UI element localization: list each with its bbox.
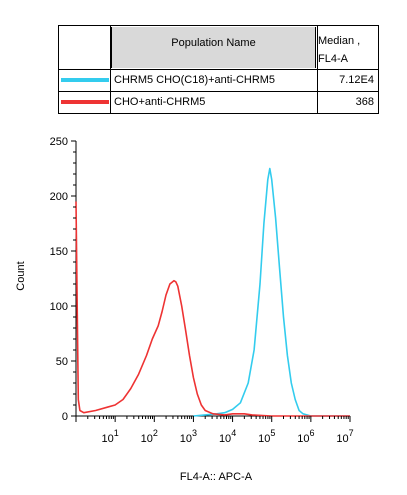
series-line-chrm5-cho — [193, 167, 350, 417]
legend-row-value: 368 — [355, 96, 374, 108]
legend-header-median-line2: FL4-A — [318, 53, 348, 65]
x-tick-label: 101 — [102, 428, 119, 445]
x-tick-label: 103 — [180, 428, 197, 445]
x-tick-label: 107 — [336, 428, 353, 445]
x-tick-base: 10 — [102, 433, 114, 445]
legend-row-name: CHRM5 CHO(C18)+anti-CHRM5 — [114, 74, 276, 86]
x-tick-label: 104 — [219, 428, 236, 445]
legend-table: Population Name Median , FL4-A CHRM5 CHO… — [58, 25, 379, 114]
y-tick-label: 250 — [50, 136, 68, 148]
x-tick-exponent: 2 — [153, 428, 158, 438]
x-tick-base: 10 — [141, 433, 153, 445]
legend-header-population: Population Name — [111, 27, 316, 68]
x-tick-exponent: 6 — [309, 428, 314, 438]
y-tick-label: 0 — [62, 411, 68, 423]
x-tick-label: 106 — [297, 428, 314, 445]
y-tick-label: 100 — [50, 301, 68, 313]
y-axis-title: Count — [15, 261, 27, 290]
x-tick-base: 10 — [219, 433, 231, 445]
x-tick-base: 10 — [297, 433, 309, 445]
y-tick-label: 50 — [56, 356, 68, 368]
y-tick-label: 200 — [50, 191, 68, 203]
x-tick-base: 10 — [258, 433, 270, 445]
y-tick-label: 150 — [50, 246, 68, 258]
x-axis-title: FL4-A:: APC-A — [180, 471, 253, 483]
legend-header-median: Median , FL4-A — [318, 32, 378, 68]
x-tick-exponent: 7 — [349, 428, 354, 438]
x-tick-base: 10 — [180, 433, 192, 445]
series-line-cho — [75, 201, 350, 417]
legend-swatch-red — [61, 100, 109, 104]
legend-swatch-cyan — [61, 78, 109, 82]
legend-header-population-text: Population Name — [171, 37, 256, 49]
legend-row-value: 7.12E4 — [339, 74, 374, 86]
legend-row-separator — [59, 69, 378, 70]
x-tick-label: 102 — [141, 428, 158, 445]
legend-row-separator — [59, 91, 378, 92]
x-tick-exponent: 3 — [192, 428, 197, 438]
plot-axes — [75, 141, 350, 417]
x-tick-exponent: 5 — [270, 428, 275, 438]
x-tick-exponent: 1 — [114, 428, 119, 438]
x-tick-label: 105 — [258, 428, 275, 445]
legend-header-median-line1: Median , — [318, 35, 361, 47]
plot-series — [75, 167, 350, 417]
x-tick-exponent: 4 — [231, 428, 236, 438]
x-tick-base: 10 — [336, 433, 348, 445]
legend-row-name: CHO+anti-CHRM5 — [114, 96, 206, 108]
